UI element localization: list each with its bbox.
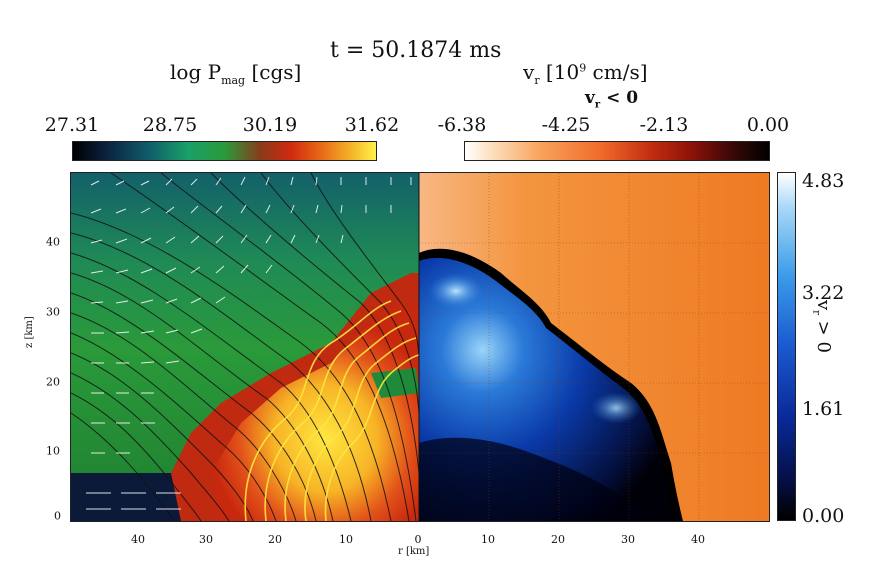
vr-title-main: v <box>523 60 535 84</box>
vr-positive-tick: 1.61 <box>802 398 845 420</box>
pmag-tick: 31.62 <box>344 114 400 136</box>
vr-title-end: cm/s] <box>586 60 648 84</box>
pmag-colorbar <box>72 141 377 161</box>
vr-tick: -6.38 <box>437 114 487 136</box>
vr-title-sub: r <box>534 74 540 87</box>
x-tick: 0 <box>414 533 422 546</box>
pmag-tick: 28.75 <box>142 114 198 136</box>
x-tick: 40 <box>691 533 705 546</box>
vr-tick: 0.00 <box>746 114 790 136</box>
vr-positive-colorbar <box>777 172 796 521</box>
y-tick: 30 <box>46 305 60 319</box>
vr-neg-sub: r <box>594 99 601 111</box>
vr-positive-tick: 3.22 <box>802 282 845 304</box>
vr-positive-tick: 4.83 <box>802 170 845 192</box>
x-tick: 10 <box>339 533 353 546</box>
vr-title-unit: [10 <box>539 60 580 84</box>
vr-positive-tick: 0.00 <box>802 505 845 527</box>
x-tick: 20 <box>551 533 565 546</box>
y-tick: 20 <box>46 375 60 389</box>
vr-neg-post: < 0 <box>600 88 639 108</box>
x-tick: 20 <box>268 533 282 546</box>
vr-neg-main: v <box>585 88 595 108</box>
x-tick: 10 <box>481 533 495 546</box>
pmag-title-sub: mag <box>221 74 246 87</box>
pmag-tick: 27.31 <box>44 114 100 136</box>
x-tick: 40 <box>131 533 145 546</box>
vr-colorbar-title: vr [109 cm/s] <box>523 60 648 87</box>
simulation-plot <box>70 172 770 522</box>
y-tick: 0 <box>54 509 61 523</box>
x-tick: 30 <box>621 533 635 546</box>
vr-negative-label: vr < 0 <box>585 88 638 110</box>
vr-negative-colorbar <box>464 141 770 161</box>
vr-title-exp: 9 <box>579 61 587 75</box>
x-axis-label: r [km] <box>398 546 430 557</box>
pmag-colorbar-title: log Pmag [cgs] <box>170 60 301 87</box>
vr-pos-post: > 0 <box>813 314 834 353</box>
pmag-title-unit: [cgs] <box>245 60 302 84</box>
y-tick: 40 <box>46 235 60 249</box>
vr-tick: -4.25 <box>541 114 591 136</box>
time-label: t = 50.1874 ms <box>330 38 502 63</box>
vr-tick: -2.13 <box>639 114 689 136</box>
vr-pos-main: v <box>813 300 834 311</box>
pmag-tick: 30.19 <box>242 114 298 136</box>
vr-positive-label: vr > 0 <box>810 300 834 353</box>
pmag-title-main: log P <box>170 60 222 84</box>
y-tick: 10 <box>46 444 60 458</box>
x-tick: 30 <box>199 533 213 546</box>
y-axis-label: z [km] <box>24 316 35 348</box>
simulation-plot-svg <box>71 173 769 521</box>
